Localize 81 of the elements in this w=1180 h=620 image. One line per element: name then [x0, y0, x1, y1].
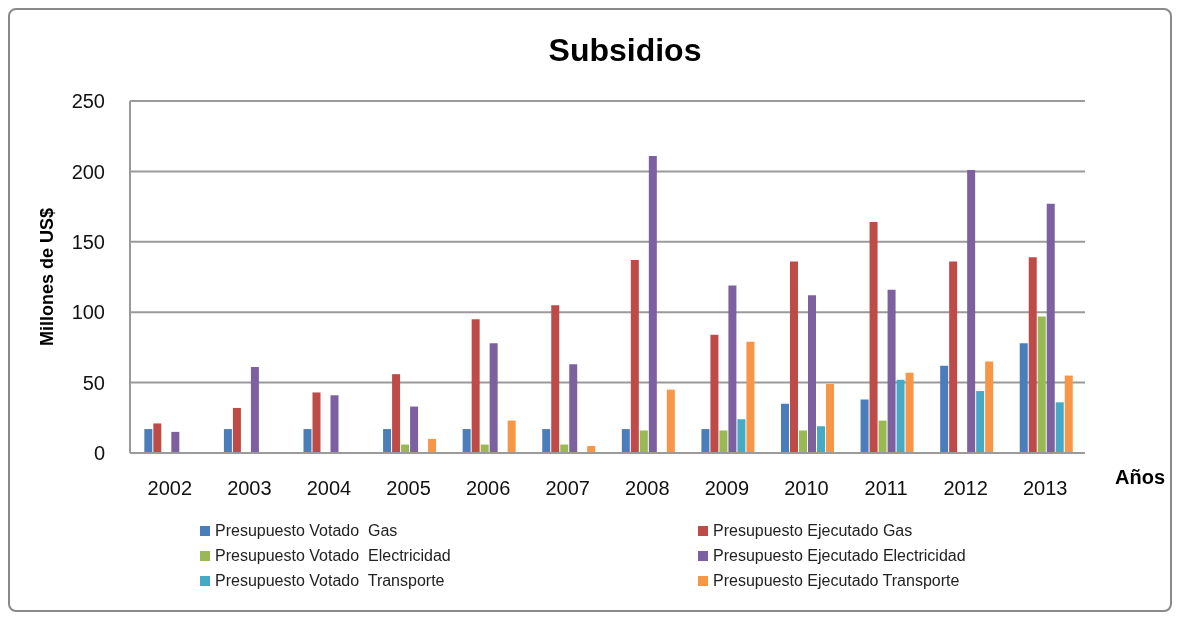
bar — [666, 389, 675, 453]
bar — [789, 261, 798, 453]
x-tick-label: 2013 — [1022, 477, 1068, 500]
legend-label: Presupuesto Ejecutado Electricidad — [713, 546, 966, 565]
bar — [507, 420, 516, 453]
bar — [949, 261, 958, 453]
bar — [392, 374, 401, 453]
bar — [746, 341, 755, 453]
chart-title: Subsidios — [547, 32, 703, 68]
bar — [976, 391, 985, 453]
bar — [1037, 316, 1046, 453]
x-tick-label: 2003 — [227, 477, 272, 500]
bar — [860, 399, 869, 453]
x-tick-label: 2007 — [545, 477, 590, 500]
bar — [250, 367, 259, 453]
bar — [967, 169, 976, 453]
y-tick-label: 250 — [71, 90, 105, 113]
x-tick-label: 2010 — [784, 477, 829, 500]
bar — [569, 364, 578, 453]
bar — [551, 305, 560, 453]
bar — [878, 420, 887, 453]
x-tick-label: 2012 — [943, 477, 988, 500]
legend-label: Presupuesto Votado Electricidad — [215, 546, 451, 565]
bar — [701, 429, 710, 453]
bar — [887, 289, 896, 453]
bar — [940, 365, 949, 453]
legend-label: Presupuesto Ejecutado Transporte — [713, 571, 960, 590]
bar — [171, 431, 180, 453]
bar — [1019, 343, 1028, 453]
bar — [471, 319, 480, 453]
bar — [985, 361, 994, 453]
bar — [639, 430, 648, 453]
legend-label: Presupuesto Votado Transporte — [215, 571, 445, 590]
x-axis-title: Años — [1115, 465, 1165, 488]
bar — [489, 343, 498, 453]
y-axis-title: Millones de US$ — [37, 207, 58, 347]
bar — [410, 406, 419, 453]
x-tick-label: 2002 — [147, 477, 193, 500]
x-tick-label: 2005 — [386, 477, 431, 500]
bar — [1046, 203, 1055, 453]
legend-label: Presupuesto Ejecutado Gas — [713, 521, 913, 540]
y-tick-label: 200 — [71, 160, 105, 183]
y-tick-label: 100 — [71, 301, 105, 324]
bar — [896, 379, 905, 453]
bar — [807, 295, 816, 453]
bar — [816, 426, 825, 453]
bar — [144, 429, 153, 453]
bar — [630, 260, 639, 453]
bar — [542, 429, 551, 453]
x-tick-label: 2004 — [306, 477, 352, 500]
bar — [428, 438, 437, 453]
bar — [1064, 375, 1073, 453]
bar — [462, 429, 471, 453]
bar — [648, 155, 657, 453]
bar — [303, 429, 312, 453]
bar — [1028, 257, 1037, 453]
bar — [153, 423, 162, 453]
bar — [383, 429, 392, 453]
y-tick-label: 50 — [82, 371, 105, 394]
legend-label: Presupuesto Votado Gas — [215, 521, 398, 540]
bar — [312, 392, 321, 453]
bar — [223, 429, 232, 453]
bar — [825, 384, 834, 453]
y-tick-label: 150 — [71, 230, 105, 253]
bar — [330, 395, 339, 453]
bar — [621, 429, 630, 453]
bar — [905, 372, 914, 453]
bar — [737, 419, 746, 453]
x-tick-label: 2008 — [625, 477, 670, 500]
x-tick-label: 2009 — [704, 477, 750, 500]
y-tick-label: 0 — [93, 442, 105, 465]
bar — [798, 430, 807, 453]
bar — [710, 334, 719, 453]
bar — [232, 407, 241, 453]
x-tick-label: 2006 — [465, 477, 511, 500]
bar — [728, 285, 737, 453]
bar — [780, 403, 789, 453]
bar — [869, 222, 878, 453]
x-tick-label: 2011 — [864, 477, 908, 500]
bar — [719, 430, 728, 453]
bar — [1055, 402, 1064, 453]
